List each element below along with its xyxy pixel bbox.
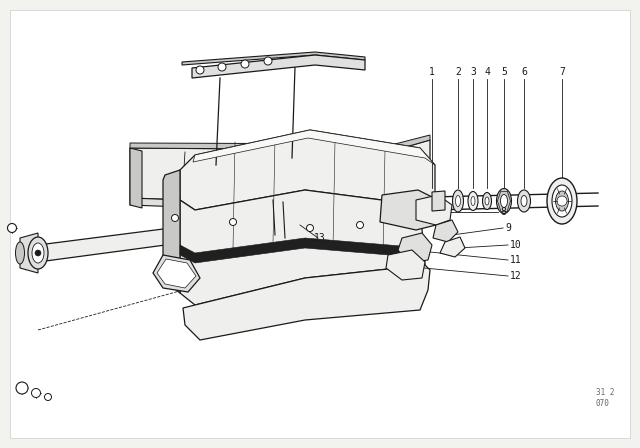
Ellipse shape — [547, 178, 577, 224]
Ellipse shape — [471, 197, 475, 206]
Polygon shape — [433, 220, 458, 242]
Ellipse shape — [452, 190, 463, 212]
Circle shape — [307, 224, 314, 232]
Text: 4: 4 — [484, 67, 490, 77]
Polygon shape — [380, 190, 438, 230]
Polygon shape — [20, 233, 38, 273]
Text: 2: 2 — [455, 67, 461, 77]
Ellipse shape — [28, 237, 48, 269]
Circle shape — [196, 66, 204, 74]
Polygon shape — [153, 255, 200, 292]
Text: 6: 6 — [521, 67, 527, 77]
Text: 8: 8 — [500, 207, 506, 217]
Polygon shape — [416, 195, 452, 225]
Text: 13: 13 — [314, 233, 326, 243]
Ellipse shape — [485, 197, 489, 205]
Circle shape — [241, 60, 249, 68]
Ellipse shape — [483, 193, 492, 210]
Polygon shape — [180, 190, 425, 305]
Circle shape — [218, 63, 226, 71]
Polygon shape — [130, 135, 430, 150]
Polygon shape — [180, 130, 435, 210]
Polygon shape — [130, 148, 142, 208]
Circle shape — [356, 221, 364, 228]
Circle shape — [31, 388, 40, 397]
Polygon shape — [386, 250, 425, 280]
Ellipse shape — [552, 185, 572, 217]
Polygon shape — [130, 192, 430, 215]
Circle shape — [172, 215, 179, 221]
Polygon shape — [440, 237, 465, 257]
Polygon shape — [38, 200, 390, 262]
Ellipse shape — [518, 190, 531, 212]
Ellipse shape — [468, 191, 478, 211]
Ellipse shape — [15, 242, 24, 264]
Ellipse shape — [32, 243, 44, 263]
Text: 5: 5 — [501, 67, 507, 77]
Polygon shape — [163, 170, 180, 293]
Text: 11: 11 — [510, 255, 522, 265]
Text: 10: 10 — [510, 240, 522, 250]
Text: 1: 1 — [429, 67, 435, 77]
Polygon shape — [398, 233, 432, 263]
Ellipse shape — [556, 191, 568, 211]
Polygon shape — [183, 265, 430, 340]
Polygon shape — [192, 55, 365, 78]
Circle shape — [264, 57, 272, 65]
Text: 7: 7 — [559, 67, 565, 77]
Polygon shape — [182, 52, 365, 65]
Ellipse shape — [521, 195, 527, 207]
Circle shape — [8, 224, 17, 233]
Polygon shape — [157, 259, 196, 288]
Circle shape — [45, 393, 51, 401]
Circle shape — [230, 219, 237, 225]
Ellipse shape — [497, 189, 511, 214]
Circle shape — [35, 250, 41, 256]
Text: 31 2: 31 2 — [596, 388, 614, 396]
Ellipse shape — [456, 195, 461, 207]
Text: 12: 12 — [510, 271, 522, 281]
Polygon shape — [180, 238, 425, 263]
Text: 9: 9 — [505, 223, 511, 233]
Polygon shape — [130, 140, 430, 208]
Text: 070: 070 — [596, 399, 610, 408]
Ellipse shape — [500, 194, 508, 207]
Polygon shape — [432, 191, 445, 211]
Polygon shape — [193, 130, 435, 165]
Circle shape — [557, 196, 567, 206]
Circle shape — [16, 382, 28, 394]
Text: 3: 3 — [470, 67, 476, 77]
